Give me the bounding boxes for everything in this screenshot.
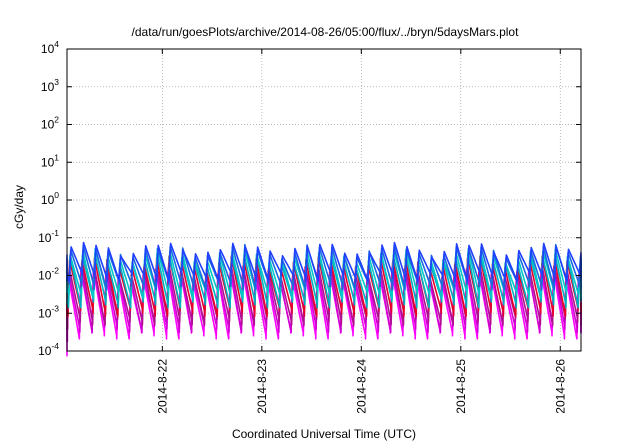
series-line [66,251,582,309]
y-axis-label-group: cGy/day [12,185,26,229]
x-tick-label: 2014-8-26 [553,359,567,414]
chart-title: /data/run/goesPlots/archive/2014-08-26/0… [132,25,520,39]
series-line [66,268,582,357]
series-line [66,243,582,291]
x-tick-label: 2014-8-22 [155,359,169,414]
y-tick-exponent: -4 [51,341,59,351]
series-group [66,241,582,357]
y-tick-exponent: 0 [54,190,59,200]
y-tick-exponent: 3 [54,77,59,87]
y-axis-label: cGy/day [12,185,26,229]
x-tick-label: 2014-8-24 [354,359,368,414]
y-tick-exponent: -3 [51,303,59,313]
series-line [66,265,582,343]
x-tick-label: 2014-8-23 [255,359,269,414]
series-line [66,261,582,330]
tick-marks [67,48,581,352]
series-line [66,255,582,317]
series-line [66,241,582,283]
y-tick-exponent: 1 [54,152,59,162]
x-tick-label: 2014-8-25 [454,359,468,414]
y-tick-exponent: 2 [54,115,59,125]
gridlines [67,49,581,351]
series-line [66,247,582,300]
x-axis-label: Coordinated Universal Time (UTC) [232,427,416,441]
y-tick-exponent: 4 [54,39,59,49]
y-tick-exponent: -2 [51,266,59,276]
y-tick-exponent: -1 [51,228,59,238]
